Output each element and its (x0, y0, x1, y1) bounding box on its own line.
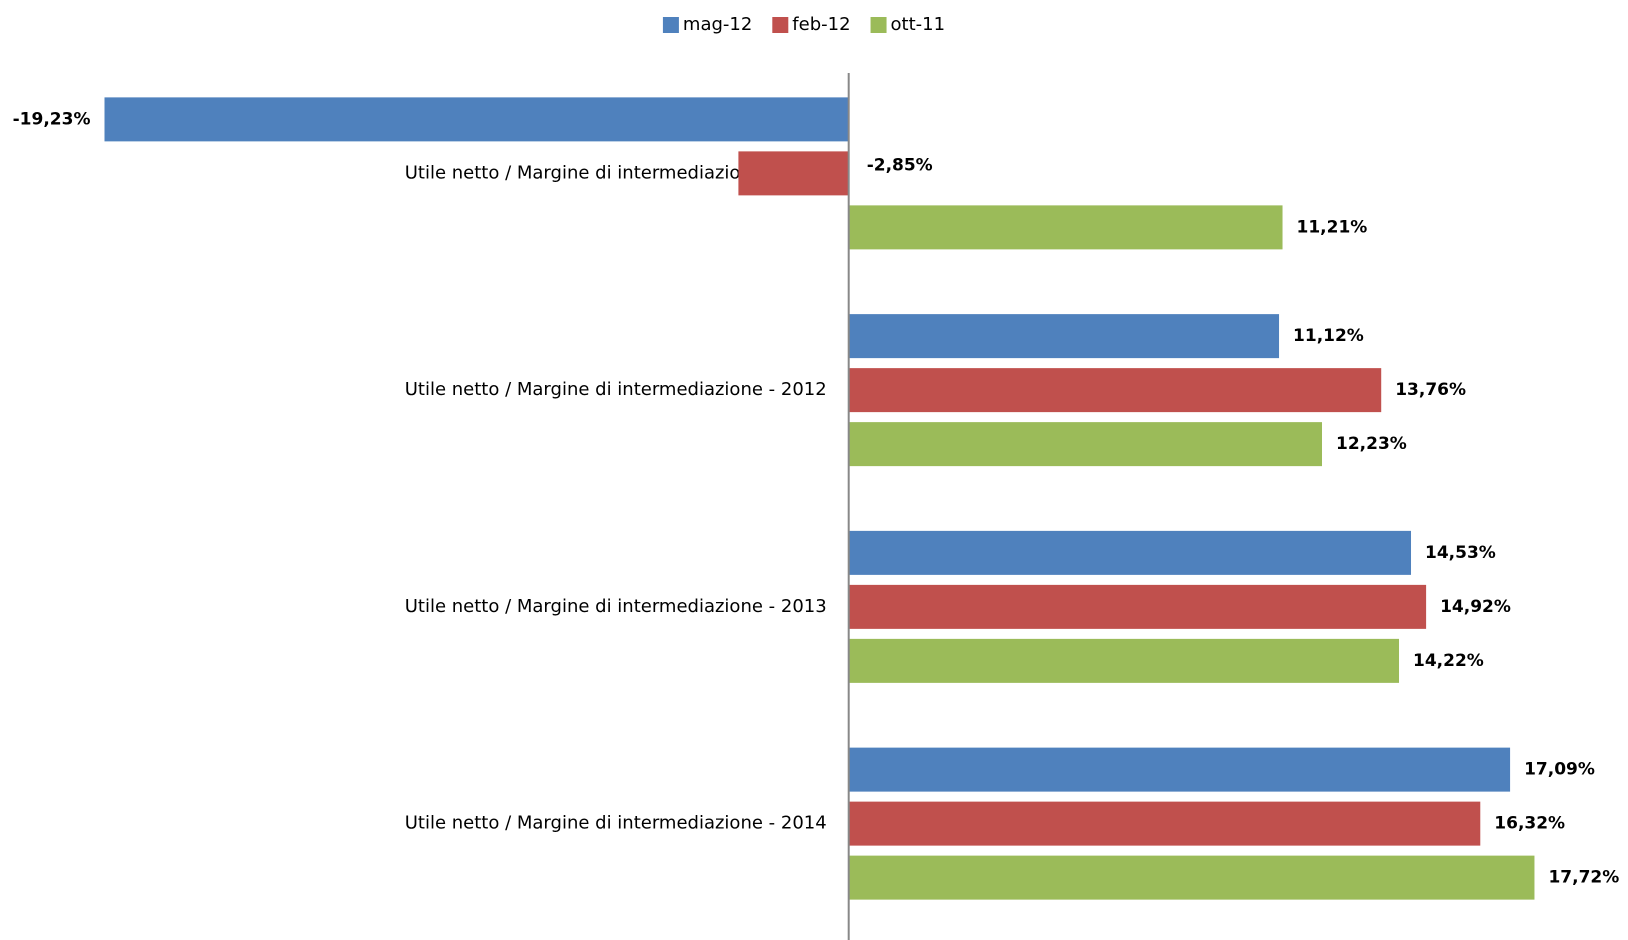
bar (848, 368, 1382, 413)
legend-swatch (870, 17, 887, 33)
legend-label: ott-11 (891, 14, 946, 35)
bar (848, 855, 1535, 900)
legend-label: feb-12 (792, 14, 850, 35)
bar (104, 97, 849, 142)
value-label: -19,23% (13, 109, 91, 129)
value-label: 14,22% (1413, 651, 1484, 671)
value-label: 17,09% (1524, 760, 1595, 780)
value-label: 14,53% (1425, 543, 1496, 563)
value-label: 16,32% (1494, 814, 1565, 834)
legend-label: mag-12 (683, 14, 752, 35)
bar (848, 638, 1400, 683)
value-label: 12,23% (1336, 434, 1407, 454)
bar (848, 801, 1481, 846)
legend-swatch (662, 17, 679, 33)
category-label: Utile netto / Margine di intermediazione… (405, 813, 827, 834)
value-label: 11,12% (1293, 326, 1364, 346)
category-label: Utile netto / Margine di intermediazione… (405, 596, 827, 617)
bar (848, 747, 1511, 792)
category-label: Utile netto / Margine di intermediazione… (405, 162, 827, 183)
value-label: 17,72% (1548, 868, 1619, 888)
bar (848, 584, 1427, 629)
bar (738, 151, 849, 196)
value-label: 13,76% (1395, 380, 1466, 400)
bar (848, 422, 1323, 467)
bar (848, 314, 1280, 359)
bar (848, 205, 1283, 250)
category-label: Utile netto / Margine di intermediazione… (405, 379, 827, 400)
value-label: 11,21% (1297, 217, 1368, 237)
value-label: 14,92% (1440, 597, 1511, 617)
legend-swatch (772, 17, 789, 33)
value-label: -2,85% (867, 155, 933, 175)
bar (848, 530, 1412, 575)
